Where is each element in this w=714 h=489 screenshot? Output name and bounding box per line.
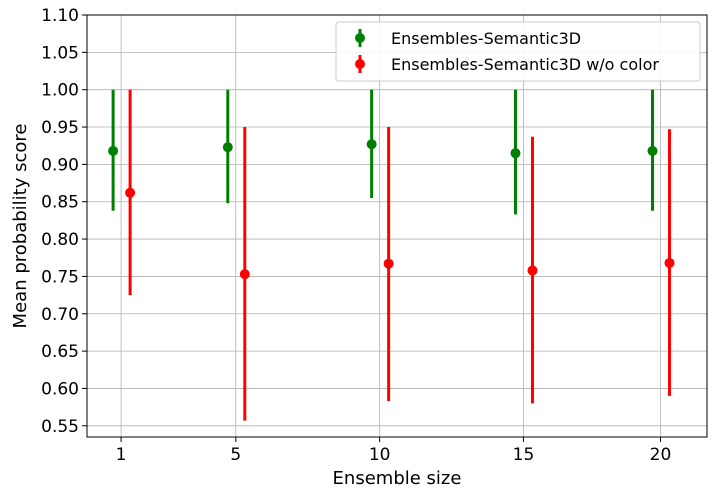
y-tick-label: 1.10: [41, 6, 79, 26]
data-point: [125, 187, 136, 198]
data-point: [383, 258, 394, 269]
x-tick-label: 20: [650, 445, 672, 465]
x-tick-label: 1: [116, 445, 127, 465]
data-point: [510, 148, 521, 159]
series-green: [108, 89, 658, 215]
legend: Ensembles-Semantic3D Ensembles-Semantic3…: [335, 21, 701, 82]
legend-label-red: Ensembles-Semantic3D w/o color: [391, 55, 659, 74]
tick-layer: 0.55 0.60 0.65 0.70 0.75 0.80 0.85 0.90 0.95 1.00…: [41, 6, 671, 465]
y-tick-label: 0.90: [41, 155, 79, 175]
data-point: [527, 265, 538, 276]
y-tick-label: 0.70: [41, 305, 79, 325]
y-tick-label: 0.60: [41, 379, 79, 399]
legend-entry-red: Ensembles-Semantic3D w/o color: [355, 55, 659, 74]
y-tick-label: 0.80: [41, 230, 79, 250]
x-tick-label: 5: [230, 445, 241, 465]
data-point: [366, 139, 377, 150]
y-axis-label: Mean probability score: [10, 124, 31, 329]
x-tick-label: 10: [369, 445, 391, 465]
data-point: [239, 269, 250, 280]
legend-marker-dot-green: [355, 33, 365, 43]
data-point: [647, 145, 658, 156]
data-point: [222, 142, 233, 153]
y-tick-label: 1.00: [41, 81, 79, 101]
plot-frame: [86, 14, 708, 438]
x-axis-label: Ensemble size: [333, 468, 462, 489]
y-tick-label: 0.55: [41, 417, 79, 437]
y-tick-label: 0.85: [41, 193, 79, 213]
data-point: [108, 145, 119, 156]
legend-entry-green: Ensembles-Semantic3D: [355, 29, 581, 48]
y-tick-label: 1.05: [41, 43, 79, 63]
legend-label-green: Ensembles-Semantic3D: [391, 29, 581, 48]
legend-marker-dot-red: [355, 59, 365, 69]
x-tick-label: 15: [513, 445, 535, 465]
y-tick-label: 0.75: [41, 267, 79, 287]
y-tick-label: 0.65: [41, 342, 79, 362]
series-red: [125, 89, 675, 421]
y-tick-label: 0.95: [41, 118, 79, 138]
data-point: [664, 257, 675, 268]
legend-box: [335, 21, 701, 82]
series-layer: [108, 89, 675, 421]
